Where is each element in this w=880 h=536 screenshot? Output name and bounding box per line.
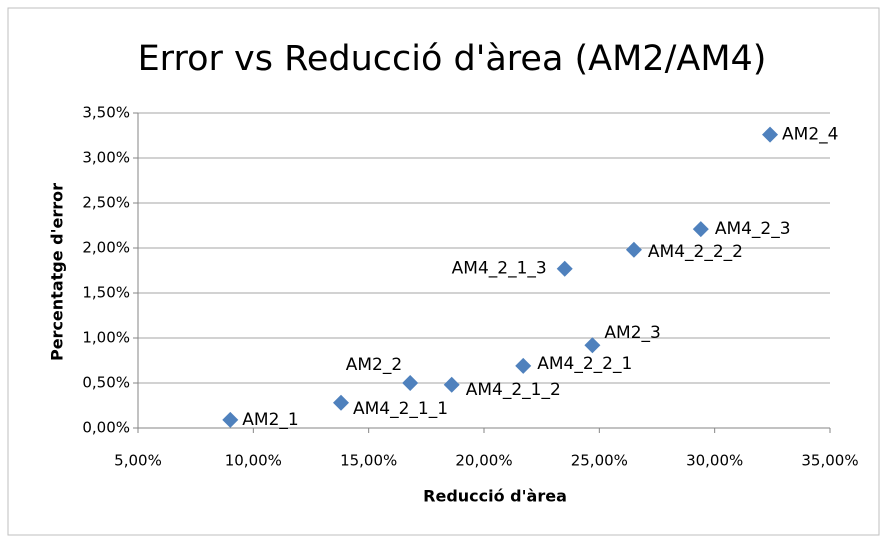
chart-frame — [7, 7, 880, 536]
y-tick-label: 2,50% — [82, 194, 130, 212]
y-tick-label: 3,50% — [82, 104, 130, 122]
point — [762, 126, 779, 143]
y-tick-label: 0,50% — [82, 374, 130, 392]
point — [556, 260, 573, 277]
y-tick-label: 0,00% — [82, 419, 130, 437]
point-label: AM4_2_1_1 — [353, 399, 448, 419]
point-label: AM4_2_1_2 — [466, 380, 561, 400]
x-tick-label: 10,00% — [225, 452, 282, 470]
point — [692, 221, 709, 238]
point — [402, 375, 419, 391]
y-tick-label: 2,00% — [82, 239, 130, 257]
point-label: AM4_2_2_1 — [537, 354, 632, 374]
x-tick-label: 15,00% — [340, 452, 397, 470]
point-label: AM4_2_3 — [715, 219, 791, 239]
point — [625, 241, 642, 258]
y-tick-label: 1,50% — [82, 284, 130, 302]
x-tick-label: 20,00% — [455, 452, 512, 470]
point-label: AM2_4 — [782, 125, 838, 145]
point — [443, 376, 460, 393]
chart-title: Error vs Reducció d'àrea (AM2/AM4) — [138, 39, 767, 79]
point — [584, 337, 601, 354]
y-axis-title: Percentatge d'error — [48, 183, 67, 361]
point-label: AM2_1 — [242, 410, 298, 430]
point-label: AM4_2_1_3 — [452, 259, 547, 279]
x-axis-title: Reducció d'àrea — [423, 487, 567, 506]
x-tick-label: 25,00% — [571, 452, 628, 470]
point — [332, 394, 349, 411]
point — [222, 411, 239, 428]
x-tick-label: 5,00% — [114, 452, 162, 470]
y-tick-label: 1,00% — [82, 329, 130, 347]
point — [515, 357, 532, 374]
point-label: AM4_2_2_2 — [648, 242, 743, 262]
x-tick-label: 35,00% — [801, 452, 858, 470]
x-tick-label: 30,00% — [686, 452, 743, 470]
point-label: AM2_3 — [604, 323, 660, 343]
point-label: AM2_2 — [346, 355, 402, 375]
y-tick-label: 3,00% — [82, 149, 130, 167]
